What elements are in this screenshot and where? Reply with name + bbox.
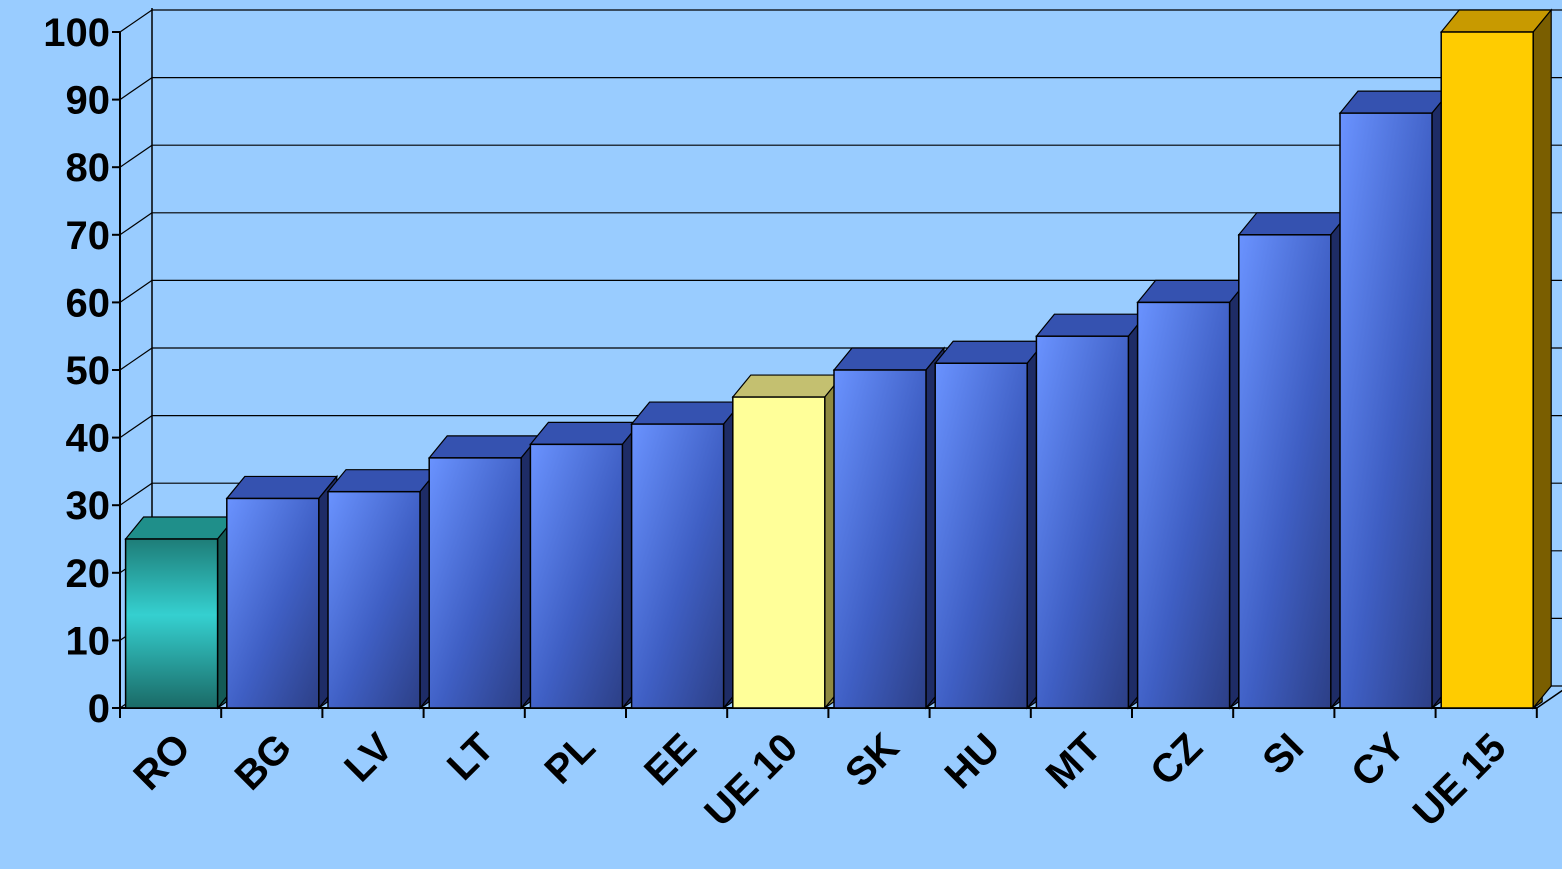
bar-ue-15 — [1439, 8, 1553, 710]
y-tick-labels: 0 10 20 30 40 50 60 70 80 90 100 — [43, 11, 110, 731]
x-tick-label: LT — [439, 725, 503, 789]
bar-top — [1136, 279, 1249, 303]
bar-top — [326, 469, 440, 493]
bar-cy — [1338, 89, 1452, 710]
x-tick-label: UE 10 — [696, 725, 806, 835]
bar-ee — [630, 400, 743, 710]
bar-lt — [427, 434, 541, 710]
depth-line — [119, 482, 153, 506]
bar-ro — [124, 515, 237, 710]
y-tick-label: 100 — [43, 11, 110, 55]
bar-si — [1237, 211, 1351, 710]
depth-line — [119, 77, 153, 101]
bar-top — [933, 340, 1047, 364]
depth-line — [119, 212, 153, 236]
x-tick-label: MT — [1038, 725, 1110, 797]
x-tick-label: CY — [1343, 725, 1414, 796]
bars — [124, 8, 1553, 710]
x-tick-label: PL — [537, 725, 604, 792]
bar-ue-10 — [731, 373, 845, 710]
bar-top — [1237, 212, 1351, 236]
bar-front — [630, 423, 725, 709]
bar-mt — [1035, 312, 1148, 710]
x-tick-label: SI — [1254, 725, 1312, 783]
y-tick-label: 0 — [88, 687, 110, 731]
bar-top — [124, 516, 237, 540]
bar-pl — [529, 420, 642, 710]
x-tick-label: BG — [227, 725, 301, 799]
bar-front — [428, 457, 522, 709]
bar-front — [226, 497, 320, 709]
y-tick-label: 10 — [66, 619, 111, 663]
bar-top — [427, 435, 541, 459]
x-tick-label: CZ — [1142, 725, 1211, 794]
bar-top — [225, 475, 339, 500]
bar-front — [833, 369, 927, 709]
bar-top — [1338, 90, 1452, 114]
bar-cz — [1136, 278, 1249, 710]
bar-front — [1136, 301, 1231, 709]
bar-top — [529, 421, 642, 445]
bar-top — [731, 374, 845, 398]
x-tick-label: RO — [125, 725, 199, 799]
bar-bg — [225, 474, 339, 710]
y-tick-label: 50 — [66, 349, 111, 393]
bar-top — [630, 401, 743, 425]
bar-front — [327, 490, 421, 709]
x-tick-label: EE — [636, 725, 705, 794]
bar-top — [1439, 9, 1553, 33]
y-tick-label: 70 — [66, 214, 111, 258]
y-tick-label: 20 — [66, 552, 111, 596]
depth-line — [119, 9, 153, 33]
bar-side-face — [1532, 8, 1552, 710]
y-tick-label: 90 — [66, 79, 111, 123]
bar-lv — [326, 467, 440, 710]
y-tick-label: 40 — [66, 417, 111, 461]
depth-line — [119, 415, 153, 439]
bar-front — [1440, 31, 1534, 709]
x-tick-label: LV — [336, 725, 401, 790]
bar-top — [1035, 313, 1148, 337]
y-tick-label: 60 — [66, 281, 111, 325]
depth-line — [119, 144, 153, 168]
x-tick-label: UE 15 — [1405, 725, 1515, 835]
bar-front — [934, 362, 1028, 709]
bar-front — [1339, 112, 1433, 709]
bar-front — [1238, 234, 1332, 709]
bar-front — [1035, 335, 1130, 709]
depth-line — [119, 347, 153, 371]
bar-front — [529, 443, 624, 709]
depth-line — [119, 279, 153, 303]
x-tick-label: HU — [937, 725, 1009, 797]
bar-hu — [933, 339, 1047, 710]
floor-edge — [1536, 689, 1562, 709]
bar-front — [732, 396, 826, 709]
y-tick-label: 30 — [66, 484, 111, 528]
y-tick-label: 80 — [66, 146, 111, 190]
bar-top — [832, 347, 946, 371]
bar-sk — [832, 346, 946, 710]
x-tick-label: SK — [837, 725, 907, 795]
bar-front — [124, 538, 219, 709]
